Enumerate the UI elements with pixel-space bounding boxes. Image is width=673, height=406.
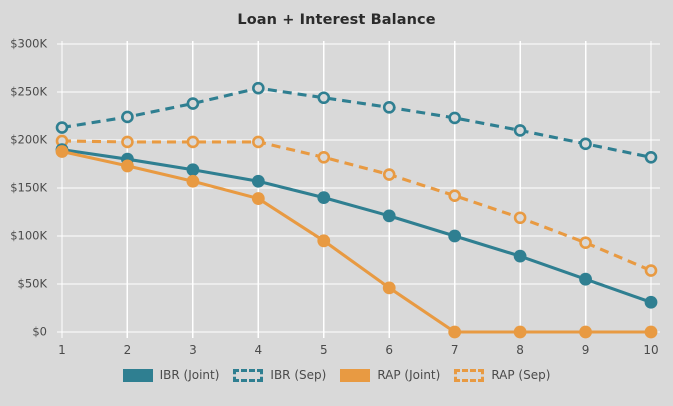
data-point <box>644 264 658 277</box>
data-point <box>448 229 462 243</box>
x-axis-tick-label: 1 <box>58 343 66 357</box>
data-point <box>644 325 658 339</box>
data-point <box>251 192 265 205</box>
data-point <box>186 163 200 177</box>
data-point <box>317 191 331 205</box>
data-point <box>579 325 592 339</box>
data-point <box>579 272 592 286</box>
data-point <box>448 111 461 125</box>
data-point <box>382 281 396 295</box>
data-point <box>448 189 461 202</box>
y-gridlines <box>57 43 660 333</box>
data-point <box>186 174 200 188</box>
data-point <box>55 145 69 158</box>
data-point <box>55 121 69 134</box>
data-point <box>382 168 396 181</box>
chart-title: Loan + Interest Balance <box>237 12 436 28</box>
y-axis-tick-label: $50K <box>18 277 48 291</box>
legend-label: RAP (Sep) <box>491 368 551 382</box>
x-axis-tick-label: 7 <box>451 343 459 357</box>
data-point <box>513 249 527 263</box>
data-point <box>252 81 265 95</box>
y-axis-tick-label: $150K <box>10 181 47 195</box>
legend-swatch <box>454 368 485 382</box>
legend-label: IBR (Sep) <box>270 368 327 382</box>
x-axis-tick-label: 8 <box>516 343 524 357</box>
data-point <box>186 135 200 149</box>
chart-legend: IBR (Joint) IBR (Sep) RAP (Joint) RAP (Sep) <box>0 368 673 382</box>
x-axis-tick-label: 6 <box>385 343 393 357</box>
x-axis-tick-label: 5 <box>320 343 328 357</box>
series-line-rap-joint <box>60 149 653 334</box>
data-point <box>448 325 462 339</box>
series-line-ibr-sep <box>61 86 652 159</box>
x-gridlines <box>61 41 652 338</box>
legend-item-rap-sep[interactable]: RAP (Sep) <box>454 368 550 382</box>
x-axis-tick-label: 9 <box>582 343 590 357</box>
data-point <box>579 137 592 151</box>
legend-swatch <box>122 368 153 382</box>
legend-label: IBR (Joint) <box>159 368 220 382</box>
x-axis-tick-label: 2 <box>124 343 132 357</box>
data-point <box>121 110 134 124</box>
y-axis-tick-label: $100K <box>10 229 47 243</box>
x-axis-tick-label: 3 <box>189 343 197 357</box>
legend-swatch <box>233 368 264 382</box>
legend-item-ibr-sep[interactable]: IBR (Sep) <box>233 368 326 382</box>
data-point <box>121 159 134 173</box>
series-line-rap-sep <box>61 139 652 272</box>
data-point <box>317 234 331 248</box>
series-markers-group <box>55 81 658 339</box>
y-axis-tick-label: $250K <box>10 85 47 99</box>
x-axis-tick-label: 10 <box>643 343 658 357</box>
data-point <box>644 150 658 164</box>
series-line-ibr-joint <box>60 148 653 304</box>
data-point <box>252 135 265 149</box>
x-axis-tick-labels: 1 2 3 4 5 6 7 8 9 10 <box>58 343 658 357</box>
data-point <box>317 91 331 105</box>
series-lines-group <box>60 86 653 334</box>
data-point <box>251 174 265 188</box>
data-point <box>579 236 592 250</box>
data-point <box>382 209 396 223</box>
legend-swatch <box>340 368 371 382</box>
data-point <box>317 150 331 164</box>
data-point <box>644 295 658 309</box>
data-point <box>513 211 527 225</box>
legend-label: RAP (Joint) <box>377 368 441 382</box>
y-axis-tick-label: $300K <box>10 37 47 51</box>
y-axis-tick-label: $0 <box>32 325 47 339</box>
x-axis-tick-label: 4 <box>255 343 263 357</box>
y-axis-tick-labels: $0 $50K $100K $150K $200K $250K $300K <box>10 37 47 339</box>
data-point <box>382 101 396 114</box>
legend-item-ibr-joint[interactable]: IBR (Joint) <box>122 368 220 382</box>
data-point <box>186 97 200 110</box>
data-point <box>513 325 527 339</box>
data-point <box>121 135 134 149</box>
legend-item-rap-joint[interactable]: RAP (Joint) <box>340 368 440 382</box>
data-point <box>513 124 527 137</box>
y-axis-tick-label: $200K <box>10 133 47 147</box>
